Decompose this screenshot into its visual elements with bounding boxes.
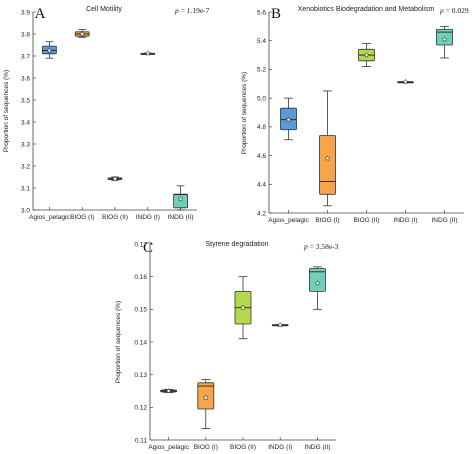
x-tick-label: BIOG (II) <box>102 214 128 221</box>
mean-marker <box>402 78 409 85</box>
y-tick-label: 0.12 <box>134 405 147 412</box>
panel-letter: B <box>271 6 281 22</box>
y-tick-label: 3.4 <box>21 119 30 126</box>
mean-marker <box>79 30 86 37</box>
y-axis-label: Proportion of sequences (%) <box>241 72 248 154</box>
x-tick-label: Agios_pelagic <box>268 217 309 224</box>
y-tick-label: 3.2 <box>21 163 30 170</box>
y-tick-label: 4.6 <box>257 153 266 160</box>
y-tick-label: 4.4 <box>257 182 266 189</box>
x-tick-label: INDG (II) <box>168 214 194 221</box>
x-tick-label: BIOG (I) <box>194 444 218 451</box>
y-tick-label: 5.2 <box>257 67 266 74</box>
y-tick-label: 3.5 <box>21 97 30 104</box>
x-tick-label: INDG (I) <box>268 444 292 451</box>
x-tick-label: INDG (II) <box>304 444 330 451</box>
x-tick-label: BIOG (II) <box>230 444 256 451</box>
y-tick-label: 3.1 <box>21 185 30 192</box>
mean-marker <box>111 175 119 182</box>
mean-marker <box>46 47 53 54</box>
y-tick-label: 0.13 <box>134 372 147 379</box>
y-tick-label: 4.2 <box>257 210 266 217</box>
p-value-label: p = 1.19e-7 <box>174 6 210 15</box>
y-tick-label: 3.7 <box>21 53 30 60</box>
p-value-label: p = 3.58e-3 <box>303 242 339 251</box>
panel-title: Xenobiotics Biodegradation and Metabolis… <box>298 6 435 13</box>
mean-marker <box>324 155 331 162</box>
y-tick-label: 3.0 <box>21 207 30 214</box>
x-tick-label: BIOG (II) <box>354 217 380 224</box>
y-tick-label: 3.6 <box>21 75 30 82</box>
p-value-label: p = 0.029 <box>439 6 469 15</box>
y-tick-label: 0.15 <box>134 307 147 314</box>
mean-marker <box>144 50 151 56</box>
x-tick-label: INDG (I) <box>393 217 417 224</box>
y-tick-label: 0.17 <box>134 241 147 248</box>
mean-marker <box>285 116 292 123</box>
y-tick-label: 0.16 <box>134 274 147 281</box>
y-tick-label: 0.11 <box>135 437 148 444</box>
y-tick-label: 5.6 <box>257 9 266 16</box>
panel-letter: C <box>143 240 153 256</box>
box-biog-i <box>319 135 336 195</box>
y-tick-label: 3.3 <box>21 141 30 148</box>
x-tick-label: INDG (II) <box>432 217 458 224</box>
mean-marker <box>363 51 370 58</box>
y-tick-label: 3.8 <box>21 31 30 38</box>
x-tick-label: Agios_pelagic <box>148 444 189 451</box>
mean-marker <box>165 387 172 394</box>
mean-marker <box>441 36 448 42</box>
panel-title: Styrene degradation <box>205 241 268 248</box>
y-tick-label: 3.9 <box>21 9 30 16</box>
y-tick-label: 0.14 <box>134 339 147 346</box>
box-indg-ii <box>308 268 326 292</box>
mean-marker <box>314 279 321 286</box>
x-tick-label: Agios_pelagic <box>29 214 70 221</box>
y-tick-label: 5.0 <box>257 95 266 102</box>
mean-marker <box>239 304 247 311</box>
x-tick-label: INDG (I) <box>136 214 160 221</box>
x-tick-label: BIOG (I) <box>315 217 339 224</box>
mean-marker <box>277 321 284 328</box>
mean-marker <box>177 195 184 202</box>
y-tick-label: 5.4 <box>257 38 266 45</box>
mean-marker <box>202 394 209 401</box>
y-axis-label: Proportion of sequences (%) <box>115 301 122 383</box>
y-tick-label: 4.8 <box>257 124 266 131</box>
panel-title: Cell Motility <box>86 6 122 13</box>
panel-letter: A <box>35 6 46 22</box>
y-axis-label: Proportion of sequences (%) <box>3 70 10 152</box>
x-tick-label: BIOG (I) <box>70 214 94 221</box>
